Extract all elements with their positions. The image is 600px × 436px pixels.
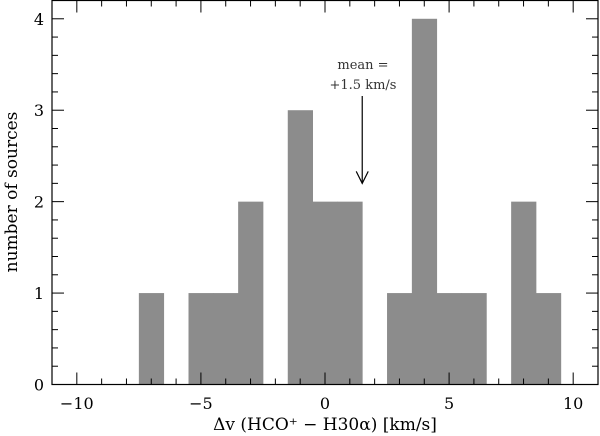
histogram-bar xyxy=(461,293,487,385)
mean-arrow-head xyxy=(355,171,369,185)
histogram-bar xyxy=(287,110,313,385)
histogram-bar xyxy=(238,201,264,385)
x-tick-label: 5 xyxy=(444,394,454,413)
y-tick-label: 0 xyxy=(34,376,44,395)
annotation-line-1: mean = xyxy=(337,58,388,73)
histogram-bar xyxy=(387,293,413,385)
y-axis-title: number of sources xyxy=(2,112,22,273)
histogram-bar xyxy=(411,18,438,385)
x-tick-label: −10 xyxy=(60,394,94,413)
y-tick-label: 1 xyxy=(34,284,44,303)
x-tick-label: 0 xyxy=(320,394,330,413)
ticks-group xyxy=(51,0,599,385)
plot-frame xyxy=(51,0,599,386)
tick-labels-group: −10 −5 0 5 10 0 1 2 3 4 xyxy=(34,10,584,413)
bars-group xyxy=(138,18,562,385)
histogram-bar xyxy=(188,293,214,385)
histogram-bar xyxy=(138,293,165,385)
annotation-line-2: +1.5 km/s xyxy=(330,78,397,93)
histogram-bar xyxy=(535,293,562,385)
y-tick-label: 2 xyxy=(34,193,44,212)
histogram-bar xyxy=(337,201,363,385)
y-tick-label: 4 xyxy=(34,10,44,29)
x-tick-label: 10 xyxy=(563,394,583,413)
histogram-bar xyxy=(511,201,537,385)
histogram-bar xyxy=(436,293,462,385)
histogram-bar xyxy=(312,201,338,385)
histogram-bar xyxy=(213,293,239,385)
mean-annotation: mean = +1.5 km/s xyxy=(330,58,397,185)
x-tick-label: −5 xyxy=(189,394,213,413)
x-axis-title: Δv (HCO⁺ − H30α) [km/s] xyxy=(213,415,437,435)
y-tick-label: 3 xyxy=(34,101,44,120)
